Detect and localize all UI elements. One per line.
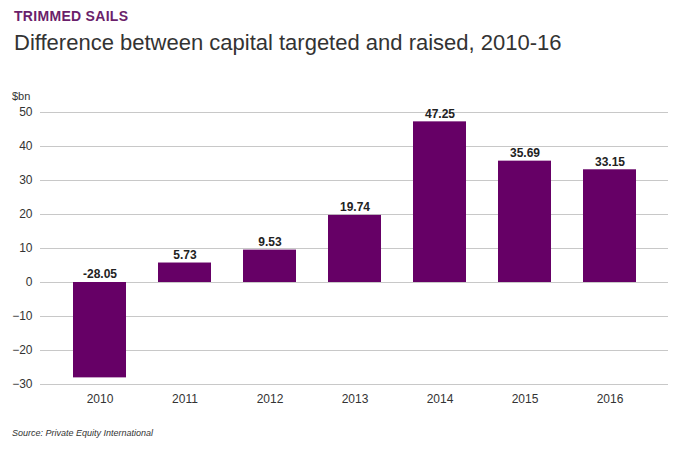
svg-text:−10: −10 <box>12 309 33 323</box>
svg-text:5.73: 5.73 <box>173 248 197 262</box>
svg-text:2014: 2014 <box>427 392 454 406</box>
svg-text:2015: 2015 <box>512 392 539 406</box>
html-text:$bn: $bn <box>12 90 31 102</box>
svg-text:2013: 2013 <box>342 392 369 406</box>
svg-text:40: 40 <box>19 139 33 153</box>
html-text:TRIMMED SAILS: TRIMMED SAILS <box>14 8 129 24</box>
svg-text:0: 0 <box>26 275 33 289</box>
svg-text:50: 50 <box>19 105 33 119</box>
svg-text:10: 10 <box>19 241 33 255</box>
svg-text:−30: −30 <box>12 377 33 391</box>
svg-text:30: 30 <box>19 173 33 187</box>
svg-text:20: 20 <box>19 207 33 221</box>
svg-text:2016: 2016 <box>597 392 624 406</box>
svg-text:33.15: 33.15 <box>595 155 625 169</box>
svg-text:9.53: 9.53 <box>258 235 282 249</box>
svg-text:2010: 2010 <box>87 392 114 406</box>
svg-text:19.74: 19.74 <box>340 200 370 214</box>
svg-text:−20: −20 <box>12 343 33 357</box>
svg-text:47.25: 47.25 <box>425 107 455 121</box>
svg-text:2011: 2011 <box>172 392 198 406</box>
svg-text:-28.05: -28.05 <box>83 267 117 281</box>
html-text:Difference between capital tar: Difference between capital targeted and … <box>14 30 562 55</box>
html-text:Source: Private Equity Interna: Source: Private Equity International <box>12 428 154 438</box>
svg-text:35.69: 35.69 <box>510 146 540 160</box>
svg-text:2012: 2012 <box>257 392 284 406</box>
